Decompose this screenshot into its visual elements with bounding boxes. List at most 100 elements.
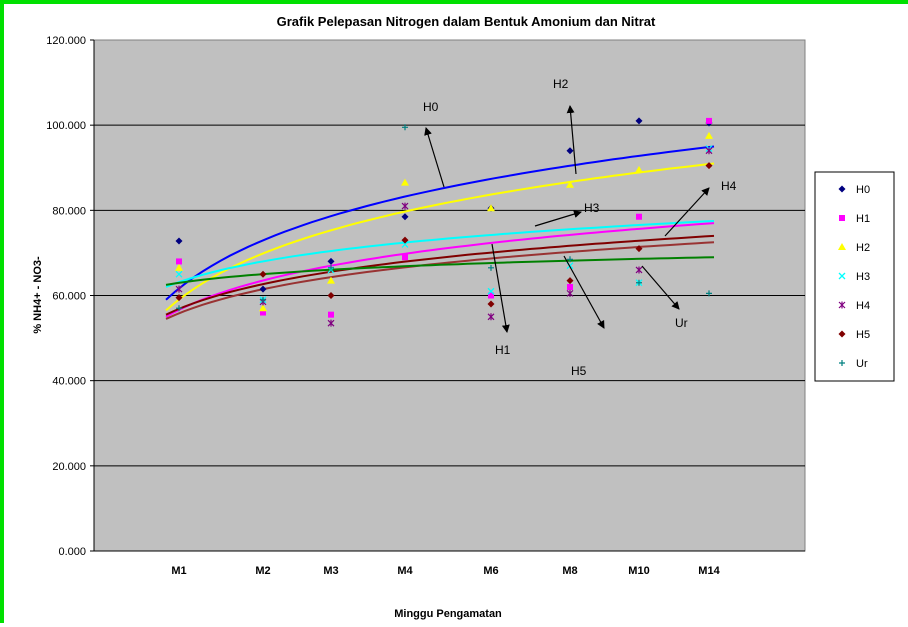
data-point-h2 bbox=[566, 180, 574, 188]
data-point-h5 bbox=[259, 270, 267, 278]
data-point-h1 bbox=[328, 311, 334, 318]
arrow-h2 bbox=[566, 105, 577, 175]
annotation-h4: H4 bbox=[721, 179, 737, 193]
y-tick-label: 20.000 bbox=[52, 461, 86, 473]
data-point-ur bbox=[636, 279, 642, 286]
data-point-h5 bbox=[487, 300, 495, 308]
data-point-h0 bbox=[401, 213, 409, 221]
data-point-h1 bbox=[488, 292, 494, 299]
data-point-h0 bbox=[175, 237, 183, 245]
data-point-h2 bbox=[175, 263, 183, 271]
x-axis-label: Minggu Pengamatan bbox=[394, 608, 502, 620]
x-tick-label: M3 bbox=[323, 565, 338, 577]
x-tick-label: M2 bbox=[255, 565, 270, 577]
data-point-ur bbox=[260, 296, 266, 303]
x-tick-label: M6 bbox=[483, 565, 498, 577]
annotation-h0: H0 bbox=[423, 100, 439, 114]
y-tick-label: 60.000 bbox=[52, 291, 86, 303]
trendline-h5 bbox=[165, 241, 715, 320]
legend-marker-h2 bbox=[838, 243, 846, 250]
data-point-ur bbox=[176, 305, 182, 312]
data-point-h1 bbox=[706, 117, 712, 124]
data-point-h1 bbox=[260, 309, 266, 316]
data-point-h2 bbox=[705, 131, 713, 139]
trendline-h4 bbox=[165, 234, 715, 316]
data-point-h3 bbox=[487, 287, 495, 295]
annotation-h2: H2 bbox=[553, 77, 569, 91]
annotation-h5: H5 bbox=[571, 364, 587, 378]
y-tick-label: 100.000 bbox=[46, 120, 86, 132]
annotation-h3: H3 bbox=[584, 201, 600, 215]
legend-box bbox=[814, 171, 895, 382]
x-tick-label: M8 bbox=[562, 565, 577, 577]
legend-marker-h4 bbox=[838, 301, 846, 309]
legend-label-h2: H2 bbox=[856, 242, 870, 254]
trendline-h1 bbox=[165, 222, 715, 318]
data-point-h4 bbox=[635, 266, 643, 274]
data-point-h5 bbox=[401, 236, 409, 244]
data-point-h5 bbox=[566, 277, 574, 285]
arrow-h5 bbox=[563, 255, 605, 329]
legend-marker-h0 bbox=[838, 185, 846, 193]
arrow-h4 bbox=[664, 187, 710, 237]
legend-marker-h5 bbox=[838, 330, 846, 338]
legend-label-h4: H4 bbox=[856, 300, 870, 312]
chart-title: Grafik Pelepasan Nitrogen dalam Bentuk A… bbox=[277, 14, 656, 29]
legend-label-h1: H1 bbox=[856, 213, 870, 225]
y-tick-label: 0.000 bbox=[58, 546, 86, 558]
legend-label-h3: H3 bbox=[856, 271, 870, 283]
data-point-h4 bbox=[487, 313, 495, 321]
x-tick-label: M10 bbox=[628, 565, 649, 577]
y-tick-label: 40.000 bbox=[52, 376, 86, 388]
legend-label-ur: Ur bbox=[856, 358, 868, 370]
data-point-ur bbox=[567, 256, 573, 263]
data-point-h1 bbox=[636, 213, 642, 220]
arrow-h1 bbox=[491, 243, 510, 333]
data-point-h2 bbox=[635, 165, 643, 173]
legend-label-h5: H5 bbox=[856, 329, 870, 341]
data-point-h0 bbox=[635, 117, 643, 125]
data-point-h2 bbox=[259, 304, 267, 312]
x-tick-label: M14 bbox=[698, 565, 720, 577]
arrow-h0 bbox=[424, 127, 445, 188]
data-point-h1 bbox=[176, 258, 182, 265]
x-tick-label: M4 bbox=[397, 565, 413, 577]
trendline-h2 bbox=[165, 162, 715, 312]
trendline-h0 bbox=[165, 145, 715, 301]
annotation-ur: Ur bbox=[675, 316, 688, 330]
data-point-h1 bbox=[402, 254, 408, 261]
legend-label-h0: H0 bbox=[856, 184, 870, 196]
data-point-h3 bbox=[401, 240, 409, 248]
data-point-h5 bbox=[705, 162, 713, 170]
trendline-h3 bbox=[165, 220, 715, 288]
data-point-h0 bbox=[566, 147, 574, 155]
x-tick-label: M1 bbox=[171, 565, 186, 577]
legend-marker-h1 bbox=[839, 215, 845, 221]
y-tick-label: 80.000 bbox=[52, 205, 86, 217]
data-point-h5 bbox=[175, 294, 183, 302]
data-point-ur bbox=[328, 264, 334, 271]
trendline-ur bbox=[165, 256, 715, 286]
data-point-h2 bbox=[327, 276, 335, 284]
y-tick-label: 120.000 bbox=[46, 35, 86, 47]
data-point-h5 bbox=[327, 292, 335, 299]
arrow-ur bbox=[641, 265, 680, 310]
data-point-h2 bbox=[401, 178, 409, 186]
data-point-ur bbox=[706, 290, 712, 297]
data-point-h5 bbox=[635, 245, 643, 253]
y-axis-label: % NH4+ - NO3- bbox=[32, 256, 44, 334]
data-point-h0 bbox=[327, 257, 335, 265]
arrow-h3 bbox=[534, 210, 582, 227]
data-point-h3 bbox=[175, 270, 183, 278]
data-point-h1 bbox=[567, 283, 573, 290]
data-point-h4 bbox=[401, 202, 409, 210]
legend-marker-h3 bbox=[838, 272, 846, 280]
data-point-h2 bbox=[487, 204, 495, 212]
data-point-h4 bbox=[175, 285, 183, 293]
annotation-h1: H1 bbox=[495, 343, 511, 357]
chart: Grafik Pelepasan Nitrogen dalam Bentuk A… bbox=[32, 14, 895, 620]
data-point-h0 bbox=[259, 285, 267, 293]
data-point-ur bbox=[488, 264, 494, 271]
data-point-ur bbox=[402, 124, 408, 131]
